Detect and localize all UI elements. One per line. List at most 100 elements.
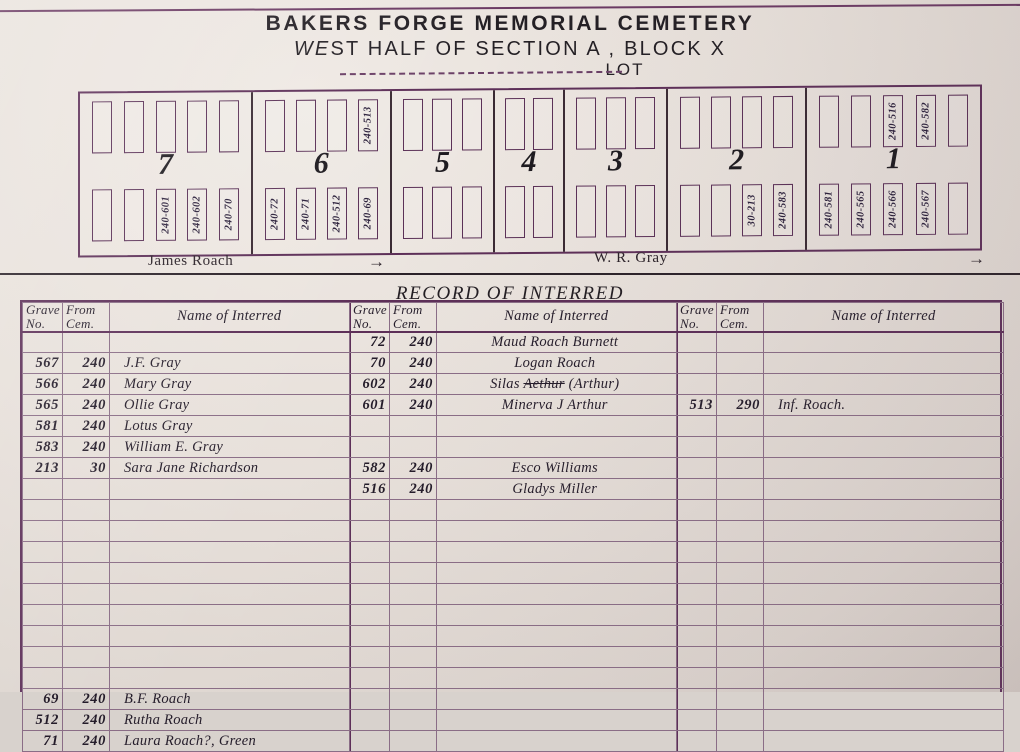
table-row: 516 240 Gladys Miller bbox=[22, 478, 1004, 500]
lot-number-7: 7 bbox=[158, 147, 174, 181]
cell-from-cem bbox=[716, 730, 764, 752]
lot-5-bottom-row bbox=[392, 186, 494, 240]
lot-3: 3 bbox=[564, 88, 669, 252]
grave-plot-240-71: 240-71 bbox=[295, 187, 316, 240]
cell-name-of-interred: Logan Roach bbox=[436, 352, 677, 374]
grave-plot bbox=[680, 96, 700, 149]
cell-grave-no: 583 bbox=[22, 436, 63, 458]
cell-grave-no: 602 bbox=[349, 373, 390, 395]
cell-name-of-interred: Rutha Roach bbox=[109, 709, 350, 731]
grave-plot-240-582: 240-582 bbox=[915, 94, 936, 147]
lot-3-top-row bbox=[565, 97, 667, 150]
cell-grave-no bbox=[676, 373, 717, 395]
cell-from-cem bbox=[389, 499, 437, 521]
cell-name-of-interred bbox=[436, 541, 677, 563]
cell-name-of-interred: Mary Gray bbox=[109, 373, 350, 395]
cell-from-cem: 240 bbox=[62, 730, 110, 752]
lot-3-bottom-row bbox=[565, 185, 667, 238]
cell-grave-no bbox=[676, 436, 717, 458]
table-row: 72 240 Maud Roach Burnett bbox=[22, 331, 1004, 353]
grave-plot-label: 240-566 bbox=[887, 190, 899, 229]
cell-name-of-interred: Gladys Miller bbox=[436, 478, 677, 500]
cell-from-cem: 240 bbox=[62, 373, 110, 395]
grave-plot bbox=[605, 97, 626, 150]
cell-grave-no bbox=[676, 646, 717, 668]
table-row: 512 240 Rutha Roach bbox=[22, 709, 1004, 731]
col-header-from-cem-1: From Cem. bbox=[62, 302, 110, 333]
cell-grave-no bbox=[676, 604, 717, 626]
cell-from-cem bbox=[389, 730, 437, 752]
cell-name-of-interred bbox=[436, 520, 677, 542]
grave-plot-label: 240-516 bbox=[887, 102, 899, 141]
grave-plot bbox=[851, 95, 872, 148]
cell-from-cem bbox=[716, 436, 764, 458]
lot-number-1: 1 bbox=[885, 142, 901, 176]
cell-grave-no: 581 bbox=[22, 415, 63, 437]
grave-plot bbox=[402, 98, 423, 152]
grave-plot bbox=[123, 101, 144, 154]
cell-name-of-interred bbox=[109, 478, 350, 500]
grave-plot-240-581: 240-581 bbox=[819, 183, 840, 236]
page-title: BAKERS FORGE MEMORIAL CEMETERY bbox=[265, 12, 755, 35]
cell-from-cem bbox=[62, 562, 110, 584]
cell-grave-no bbox=[349, 709, 390, 731]
cell-from-cem bbox=[62, 625, 110, 647]
cell-from-cem bbox=[716, 583, 764, 605]
grave-plot bbox=[575, 185, 596, 238]
cell-name-of-interred bbox=[763, 373, 1004, 395]
lot-7-top-row bbox=[80, 100, 251, 154]
cell-grave-no bbox=[676, 457, 717, 479]
cemetery-plot-map: 240-601 240-602 240-70 7 240-513 240-72 240-71… bbox=[78, 84, 982, 258]
table-row: 567 240 J.F. Gray 70 240 Logan Roach bbox=[22, 352, 1004, 374]
lot-number-2: 2 bbox=[729, 143, 745, 177]
cell-from-cem bbox=[716, 667, 764, 689]
cell-from-cem bbox=[716, 520, 764, 542]
cell-from-cem bbox=[389, 415, 437, 437]
cell-from-cem: 240 bbox=[389, 457, 437, 479]
grave-plot bbox=[742, 96, 763, 149]
cell-from-cem bbox=[389, 520, 437, 542]
subtitle-italic-prefix: WE bbox=[293, 38, 331, 60]
grave-plot-label: 240-602 bbox=[191, 195, 203, 234]
cell-grave-no bbox=[676, 499, 717, 521]
col-header-name-2: Name of Interred bbox=[436, 302, 677, 333]
cell-grave-no bbox=[349, 625, 390, 647]
grave-plot bbox=[91, 101, 112, 154]
cell-grave-no: 72 bbox=[349, 331, 390, 353]
cell-from-cem bbox=[389, 583, 437, 605]
table-body: 72 240 Maud Roach Burnett 567 240 J.F. Gray 70… bbox=[22, 331, 1004, 752]
cell-grave-no: 582 bbox=[349, 457, 390, 479]
cell-from-cem bbox=[389, 625, 437, 647]
cell-name-of-interred bbox=[109, 604, 350, 626]
cell-from-cem: 240 bbox=[389, 394, 437, 416]
cell-name-of-interred bbox=[436, 499, 677, 521]
grave-plot-240-70: 240-70 bbox=[219, 188, 240, 241]
table-row bbox=[22, 625, 1004, 647]
cell-grave-no: 71 bbox=[22, 730, 63, 752]
table-row: 583 240 William E. Gray bbox=[22, 436, 1004, 458]
cell-grave-no bbox=[676, 352, 717, 374]
grave-plot bbox=[432, 186, 453, 239]
cell-from-cem: 240 bbox=[389, 478, 437, 500]
grave-plot bbox=[773, 95, 794, 149]
cell-name-of-interred bbox=[109, 541, 350, 563]
grave-plot bbox=[947, 94, 968, 147]
cell-name-of-interred bbox=[109, 583, 350, 605]
cell-from-cem bbox=[389, 604, 437, 626]
cell-name-of-interred: William E. Gray bbox=[109, 436, 350, 458]
cell-from-cem bbox=[716, 604, 764, 626]
cell-from-cem bbox=[389, 646, 437, 668]
table-row bbox=[22, 541, 1004, 563]
col-header-name-1: Name of Interred bbox=[109, 302, 350, 333]
lot-1: 240-516 240-582 240-581 240-565 240-566 240-5… bbox=[807, 86, 980, 249]
grave-plot-240-512: 240-512 bbox=[326, 187, 347, 240]
cell-grave-no: 567 bbox=[22, 352, 63, 374]
table-row bbox=[22, 520, 1004, 542]
cell-grave-no: 565 bbox=[22, 394, 63, 416]
cell-name-of-interred bbox=[763, 604, 1004, 626]
cell-from-cem bbox=[62, 541, 110, 563]
cell-grave-no bbox=[349, 541, 390, 563]
lot-2-bottom-row: 30-213 240-583 bbox=[668, 183, 804, 237]
cell-name-of-interred bbox=[436, 562, 677, 584]
cell-name-of-interred bbox=[436, 709, 677, 731]
